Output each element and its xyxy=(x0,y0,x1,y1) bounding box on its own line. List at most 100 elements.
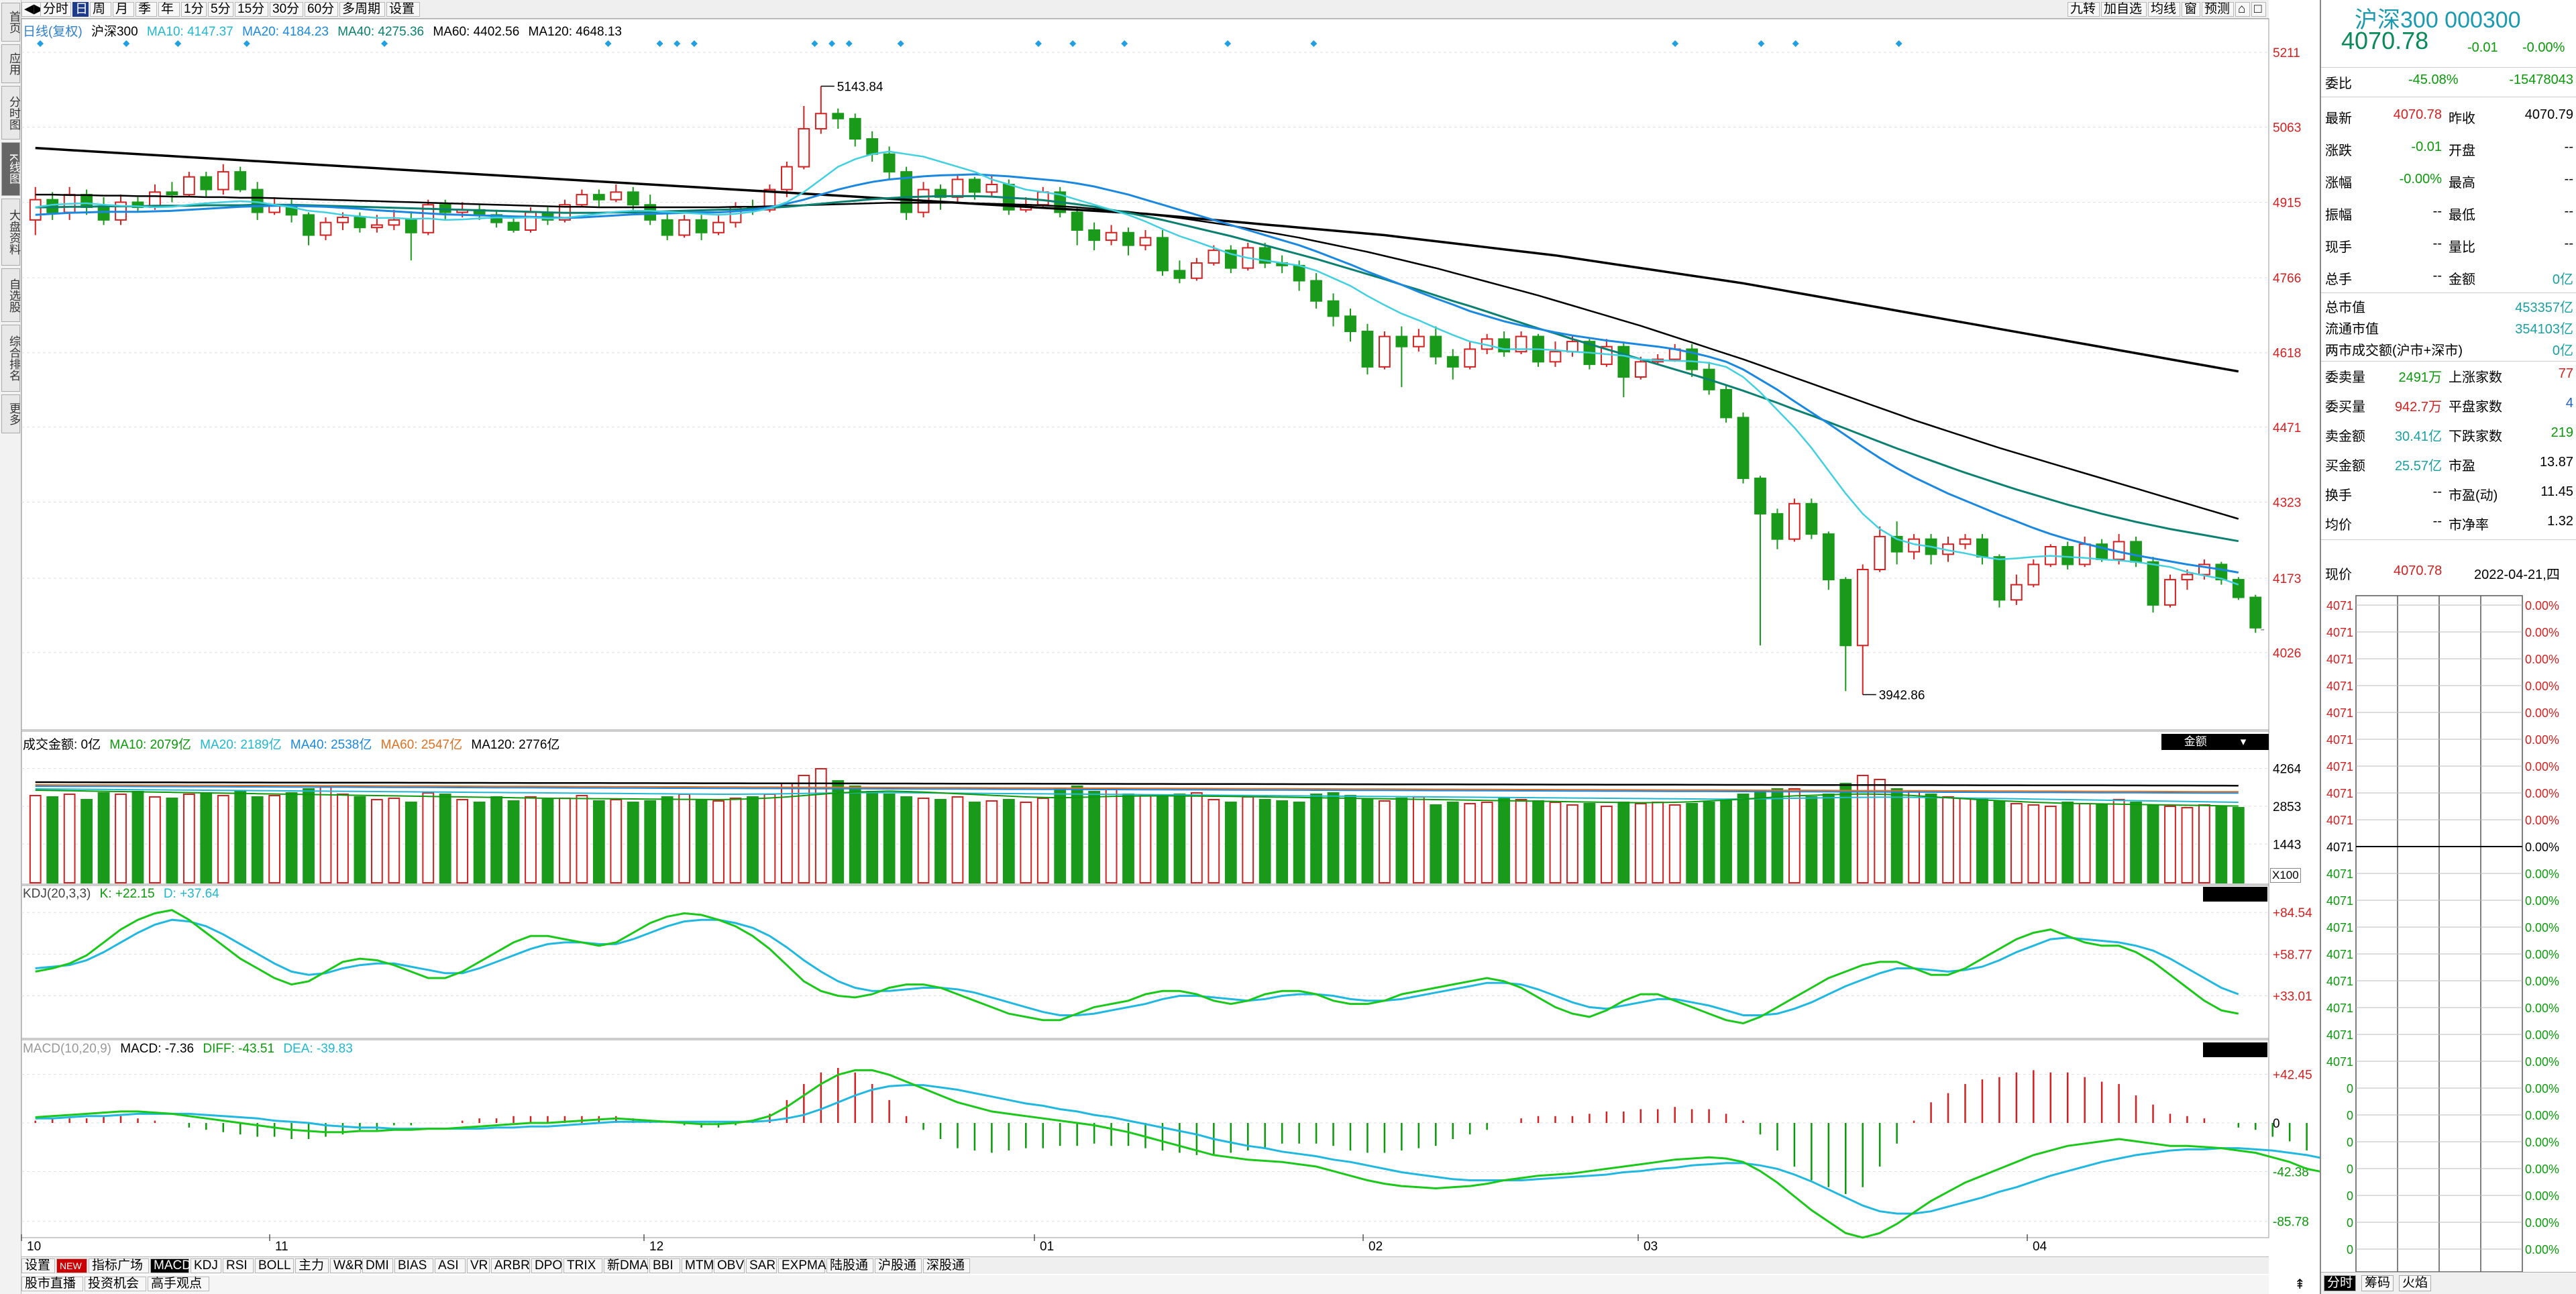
indicator-tab-17[interactable]: BBI xyxy=(649,1258,680,1273)
event-marker[interactable] xyxy=(174,40,182,47)
indicator-tab-14[interactable]: DPO xyxy=(531,1258,562,1273)
indicator-tab-18[interactable]: MTM xyxy=(682,1258,714,1273)
candle-body xyxy=(1327,300,1340,317)
sidebar-item-5[interactable]: 自选股 xyxy=(1,268,20,322)
period-tab-5[interactable]: 年 xyxy=(158,2,180,17)
indicator-tab-11[interactable]: ASI xyxy=(435,1258,466,1273)
indicator-tab-13[interactable]: ARBR xyxy=(491,1258,530,1273)
news-tab-1[interactable]: 投资机会 xyxy=(85,1277,146,1291)
period-tab-12[interactable]: 设置 xyxy=(386,2,420,17)
period-tab-6[interactable]: 1分 xyxy=(181,2,207,17)
quote-footer-tab-0[interactable]: 分时 xyxy=(2324,1275,2357,1291)
event-marker[interactable] xyxy=(243,40,250,47)
indicator-tab-8[interactable]: W&R xyxy=(330,1258,363,1273)
period-tab-10[interactable]: 60分 xyxy=(305,2,338,17)
indicator-tab-10[interactable]: BIAS xyxy=(394,1258,433,1273)
event-marker[interactable] xyxy=(845,40,853,47)
period-tab-3[interactable]: 月 xyxy=(113,2,134,17)
indicator-tab-9[interactable]: DMI xyxy=(362,1258,393,1273)
indicator-tab-16[interactable]: 新DMA xyxy=(604,1258,648,1273)
nav-arrows-button[interactable]: ◀▶ xyxy=(21,2,47,17)
event-marker[interactable] xyxy=(690,40,698,47)
indicator-tab-2[interactable]: 指标广场 xyxy=(89,1258,149,1273)
event-marker[interactable] xyxy=(1121,40,1128,47)
indicator-tab-20[interactable]: SAR xyxy=(746,1258,777,1273)
indicator-tab-21[interactable]: EXPMA xyxy=(778,1258,826,1273)
event-marker[interactable] xyxy=(381,40,388,47)
tick-price: 4071 xyxy=(2326,733,2353,747)
volume-bar xyxy=(1874,779,1886,883)
event-marker[interactable] xyxy=(1224,40,1232,47)
event-marker[interactable] xyxy=(897,40,904,47)
indicator-tab-5[interactable]: RSI xyxy=(223,1258,254,1273)
kdj-d: D: +37.64 xyxy=(163,887,219,901)
event-marker[interactable] xyxy=(1792,40,1799,47)
stat-row-value: 219 xyxy=(2551,425,2573,440)
chart-option-button-1[interactable]: 加自选 xyxy=(2101,2,2147,17)
indicator-tab-22[interactable]: 陆股通 xyxy=(826,1258,873,1273)
period-tab-4[interactable]: 季 xyxy=(136,2,157,17)
lock-icon[interactable]: ⌂ xyxy=(2235,2,2250,17)
sidebar-item-6[interactable]: 综合排名 xyxy=(1,325,20,392)
kdj-param-button[interactable] xyxy=(2203,887,2267,902)
event-marker[interactable] xyxy=(604,40,612,47)
event-marker[interactable] xyxy=(1672,40,1679,47)
indicator-tab-1[interactable]: NEW xyxy=(56,1258,87,1273)
candle xyxy=(2232,577,2245,600)
indicator-tab-15[interactable]: TRIX xyxy=(564,1258,602,1273)
news-tab-2[interactable]: 高手观点 xyxy=(148,1277,209,1291)
price-tick-label: 5211 xyxy=(2273,46,2300,60)
indicator-tab-3[interactable]: MACD xyxy=(150,1258,191,1273)
maximize-icon[interactable]: □ xyxy=(2251,2,2266,17)
candle-body xyxy=(592,194,605,201)
indicator-tab-0[interactable]: 设置 xyxy=(21,1258,55,1273)
macd-param-button[interactable] xyxy=(2203,1042,2267,1057)
sidebar-item-3[interactable]: K线图 xyxy=(1,142,20,196)
period-tab-0[interactable]: 分时 xyxy=(40,2,71,17)
scroll-top-icon[interactable]: ⇞ xyxy=(2294,1277,2306,1292)
indicator-tab-12[interactable]: VR xyxy=(467,1258,490,1273)
indicator-tab-23[interactable]: 沪股通 xyxy=(875,1258,922,1273)
sidebar-item-0[interactable]: 首页 xyxy=(1,3,20,42)
candle xyxy=(695,215,708,241)
event-marker[interactable] xyxy=(37,40,44,47)
event-marker[interactable] xyxy=(1895,40,1902,47)
tick-price: 4071 xyxy=(2326,706,2353,720)
indicator-tab-6[interactable]: BOLL xyxy=(255,1258,294,1273)
chart-option-button-0[interactable]: 九转 xyxy=(2068,2,2100,17)
period-tab-1[interactable]: 日 xyxy=(72,2,89,17)
period-tab-7[interactable]: 5分 xyxy=(208,2,233,17)
sidebar-item-4[interactable]: 大盘资料 xyxy=(1,199,20,266)
period-tab-8[interactable]: 15分 xyxy=(235,2,268,17)
candle-body xyxy=(1395,335,1408,347)
event-marker[interactable] xyxy=(1310,40,1318,47)
candle xyxy=(1071,207,1083,246)
indicator-tab-7[interactable]: 主力 xyxy=(295,1258,329,1273)
event-marker[interactable] xyxy=(811,40,818,47)
event-marker[interactable] xyxy=(828,40,836,47)
event-marker[interactable] xyxy=(1758,40,1765,47)
period-tab-2[interactable]: 周 xyxy=(90,2,111,17)
chart-option-button-4[interactable]: 预测 xyxy=(2202,2,2234,17)
indicator-tab-4[interactable]: KDJ xyxy=(191,1258,221,1273)
volume-bar xyxy=(2164,806,2176,883)
period-tab-9[interactable]: 30分 xyxy=(270,2,303,17)
volume-mode-select[interactable]: 金额 ▾ xyxy=(2161,734,2269,750)
sidebar-item-2[interactable]: 分时图 xyxy=(1,86,20,140)
event-marker[interactable] xyxy=(656,40,663,47)
event-marker[interactable] xyxy=(674,40,681,47)
quote-footer-tab-1[interactable]: 筹码 xyxy=(2361,1275,2394,1291)
event-marker[interactable] xyxy=(1069,40,1077,47)
quote-date: 2022-04-21,四 xyxy=(2474,568,2560,582)
event-marker[interactable] xyxy=(1034,40,1042,47)
sidebar-item-1[interactable]: 应用 xyxy=(1,44,20,83)
chart-option-button-3[interactable]: 窗 xyxy=(2182,2,2200,17)
sidebar-item-7[interactable]: 更多 xyxy=(1,394,20,433)
period-tab-11[interactable]: 多周期 xyxy=(339,2,385,17)
chart-option-button-2[interactable]: 均线 xyxy=(2148,2,2180,17)
quote-footer-tab-2[interactable]: 火焰 xyxy=(2399,1275,2432,1291)
news-tab-0[interactable]: 股市直播 xyxy=(21,1277,83,1291)
indicator-tab-24[interactable]: 深股通 xyxy=(923,1258,970,1273)
event-marker[interactable] xyxy=(123,40,130,47)
indicator-tab-19[interactable]: OBV xyxy=(714,1258,745,1273)
